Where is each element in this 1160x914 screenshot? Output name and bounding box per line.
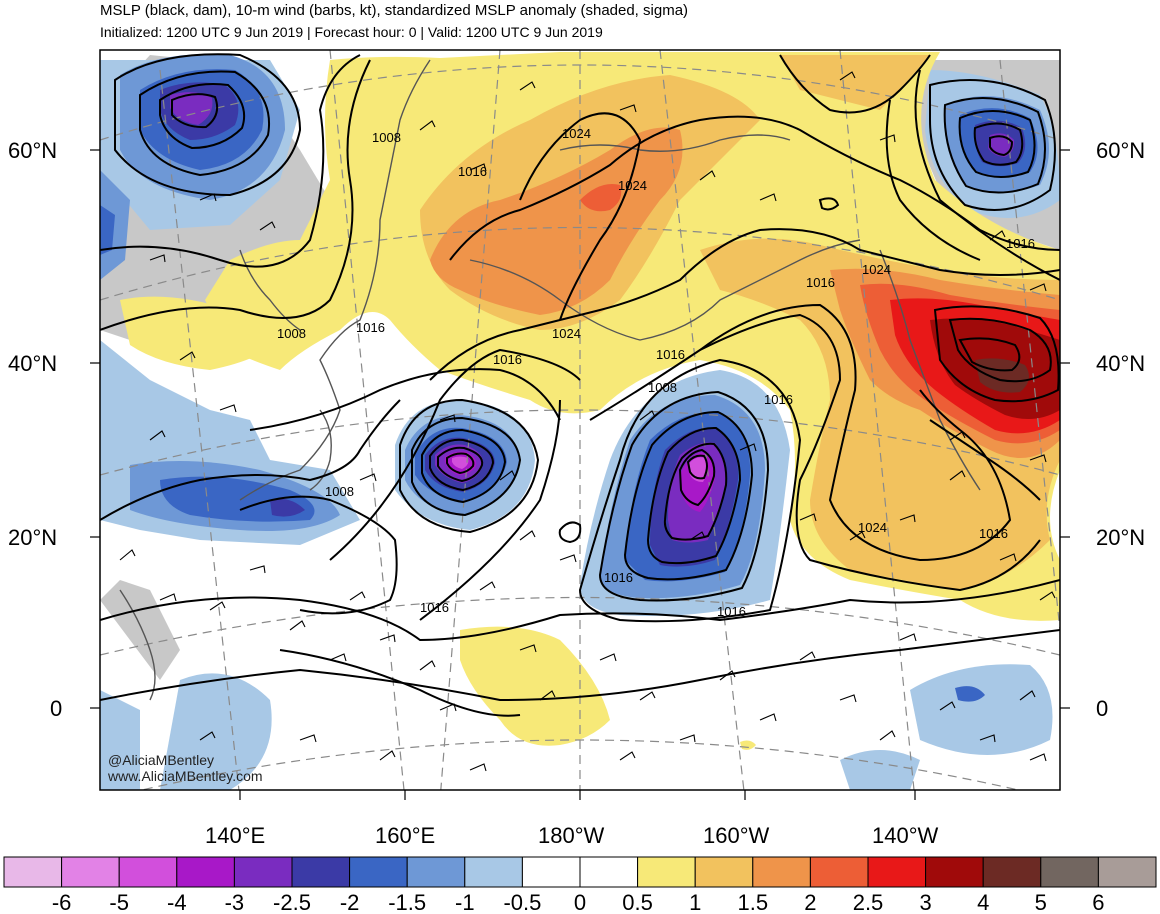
colorbar-box [982,856,1042,888]
isobar-label: 1008 [277,326,306,341]
colorbar-label: -0.5 [503,890,541,914]
colorbar-label: 1 [689,890,701,914]
lon-label: 140°W [872,823,939,848]
colorbar-labels: -6 -5 -4 -3 -2.5 -2 -1.5 -1 -0.5 0 0.5 1 1.5 2 2.5 3 4 5 6 [52,890,1105,914]
isobar-label: 1016 [458,164,487,179]
isobar-label: 1016 [806,275,835,290]
map-ticks [90,149,1070,800]
colorbar-label: 5 [1035,890,1047,914]
lon-label: 160°W [703,823,770,848]
colorbar-box [61,856,120,888]
colorbar-label: -1.5 [388,890,426,914]
colorbar-label: -1 [455,890,475,914]
isobar-label: 1008 [325,484,354,499]
colorbar-box [3,856,63,888]
colorbar-box [176,856,235,888]
lat-label-right: 40°N [1096,351,1146,376]
isobar-label: 1016 [493,352,522,367]
colorbar-label: 3 [919,890,931,914]
weather-map: 1008 1016 1024 1024 1016 1008 1016 1016 … [90,49,1070,800]
colorbar-box [291,856,351,888]
lat-label-right: 20°N [1096,525,1146,550]
colorbar-box [1097,856,1157,888]
colorbar-label: 1.5 [738,890,769,914]
wind-barbs [119,71,1056,772]
lat-label-right: 60°N [1096,138,1146,163]
colorbar-box [925,856,984,888]
isobar-label: 1024 [562,126,591,141]
isobar-label: 1016 [979,526,1008,541]
colorbar-box [118,856,178,888]
isobar-label: 1016 [656,347,685,362]
colorbar-box [464,856,523,888]
colorbar-box [752,856,811,888]
colorbar-box [1040,856,1099,888]
isobar-labels: 1008 1016 1024 1024 1016 1008 1016 1016 … [277,126,1035,619]
coastlines [119,59,981,701]
isobar-label: 1016 [356,320,385,335]
colorbar-label: 6 [1092,890,1104,914]
map-subtitle: Initialized: 1200 UTC 9 Jun 2019 | Forec… [100,24,603,40]
colorbar-box [867,856,927,888]
colorbar-box [579,856,639,888]
colorbar-label: -5 [109,890,129,914]
isobar-label: 1024 [552,326,581,341]
colorbar-box [521,856,581,888]
lat-label-left: 40°N [8,351,58,376]
colorbar-label: 2 [804,890,816,914]
colorbar-label: -2.5 [273,890,311,914]
colorbar-label: -4 [167,890,187,914]
isobar-label: 1024 [618,178,647,193]
lat-label-left: 20°N [8,525,58,550]
credit-site: www.AliciaMBentley.com [108,768,263,784]
lon-label: 160°E [375,823,436,848]
colorbar-label: -3 [225,890,245,914]
colorbar-box [406,856,466,888]
colorbar-boxes [3,856,1157,888]
map-title: MSLP (black, dam), 10-m wind (barbs, kt)… [100,2,689,19]
credit-handle: @AliciaMBentley [108,752,215,768]
colorbar-box [233,856,293,888]
colorbar-label: -2 [340,890,360,914]
colorbar-label: -6 [52,890,72,914]
lat-label-left: 60°N [8,138,58,163]
colorbar-box [694,856,754,888]
graticule [100,50,1060,790]
colorbar-box [349,856,408,888]
isobar-label: 1016 [604,570,633,585]
lat-label-right: 0 [1096,696,1109,721]
lon-label: 140°E [205,823,266,848]
isobar-label: 1016 [764,392,793,407]
isobar-label: 1024 [858,520,887,535]
isobar-label: 1016 [717,604,746,619]
colorbar-label: 4 [977,890,989,914]
colorbar-box [809,856,869,888]
isobar-label: 1016 [420,600,449,615]
isobars [100,53,1060,717]
isobar-label: 1008 [648,380,677,395]
isobar-label: 1016 [1006,236,1035,251]
isobar-label: 1024 [862,262,891,277]
colorbar-box [637,856,696,888]
lat-label-left: 0 [50,696,63,721]
lon-label: 180°W [538,823,605,848]
colorbar-label: 0 [574,890,586,914]
isobar-label: 1008 [372,130,401,145]
colorbar-label: 2.5 [853,890,884,914]
colorbar-label: 0.5 [622,890,653,914]
